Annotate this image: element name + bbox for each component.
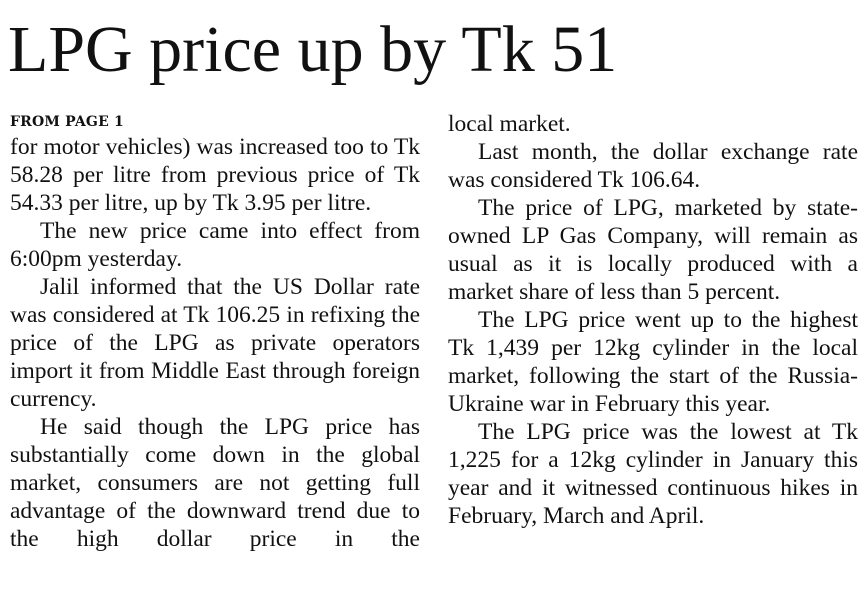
paragraph: Last month, the dollar exchange rate was…	[448, 139, 858, 193]
continued-from-label: FROM PAGE 1	[10, 114, 124, 130]
article-column-right: local market. Last month, the dollar exc…	[448, 110, 858, 530]
paragraph: The new price came into effect from 6:00…	[10, 218, 420, 272]
headline: LPG price up by Tk 51	[8, 13, 618, 86]
paragraph: The LPG price was the lowest at Tk 1,225…	[448, 419, 858, 529]
paragraph: for motor vehicles) was increased too to…	[10, 134, 420, 216]
paragraph: Jalil informed that the US Dollar rate w…	[10, 274, 420, 412]
paragraph: He said though the LPG price has substan…	[10, 414, 420, 552]
paragraph: The LPG price went up to the highest Tk …	[448, 307, 858, 417]
paragraph: The price of LPG, marketed by state-owne…	[448, 195, 858, 305]
paragraph: local market.	[448, 111, 571, 137]
article-column-left: FROM PAGE 1 for motor vehicles) was incr…	[10, 112, 420, 553]
